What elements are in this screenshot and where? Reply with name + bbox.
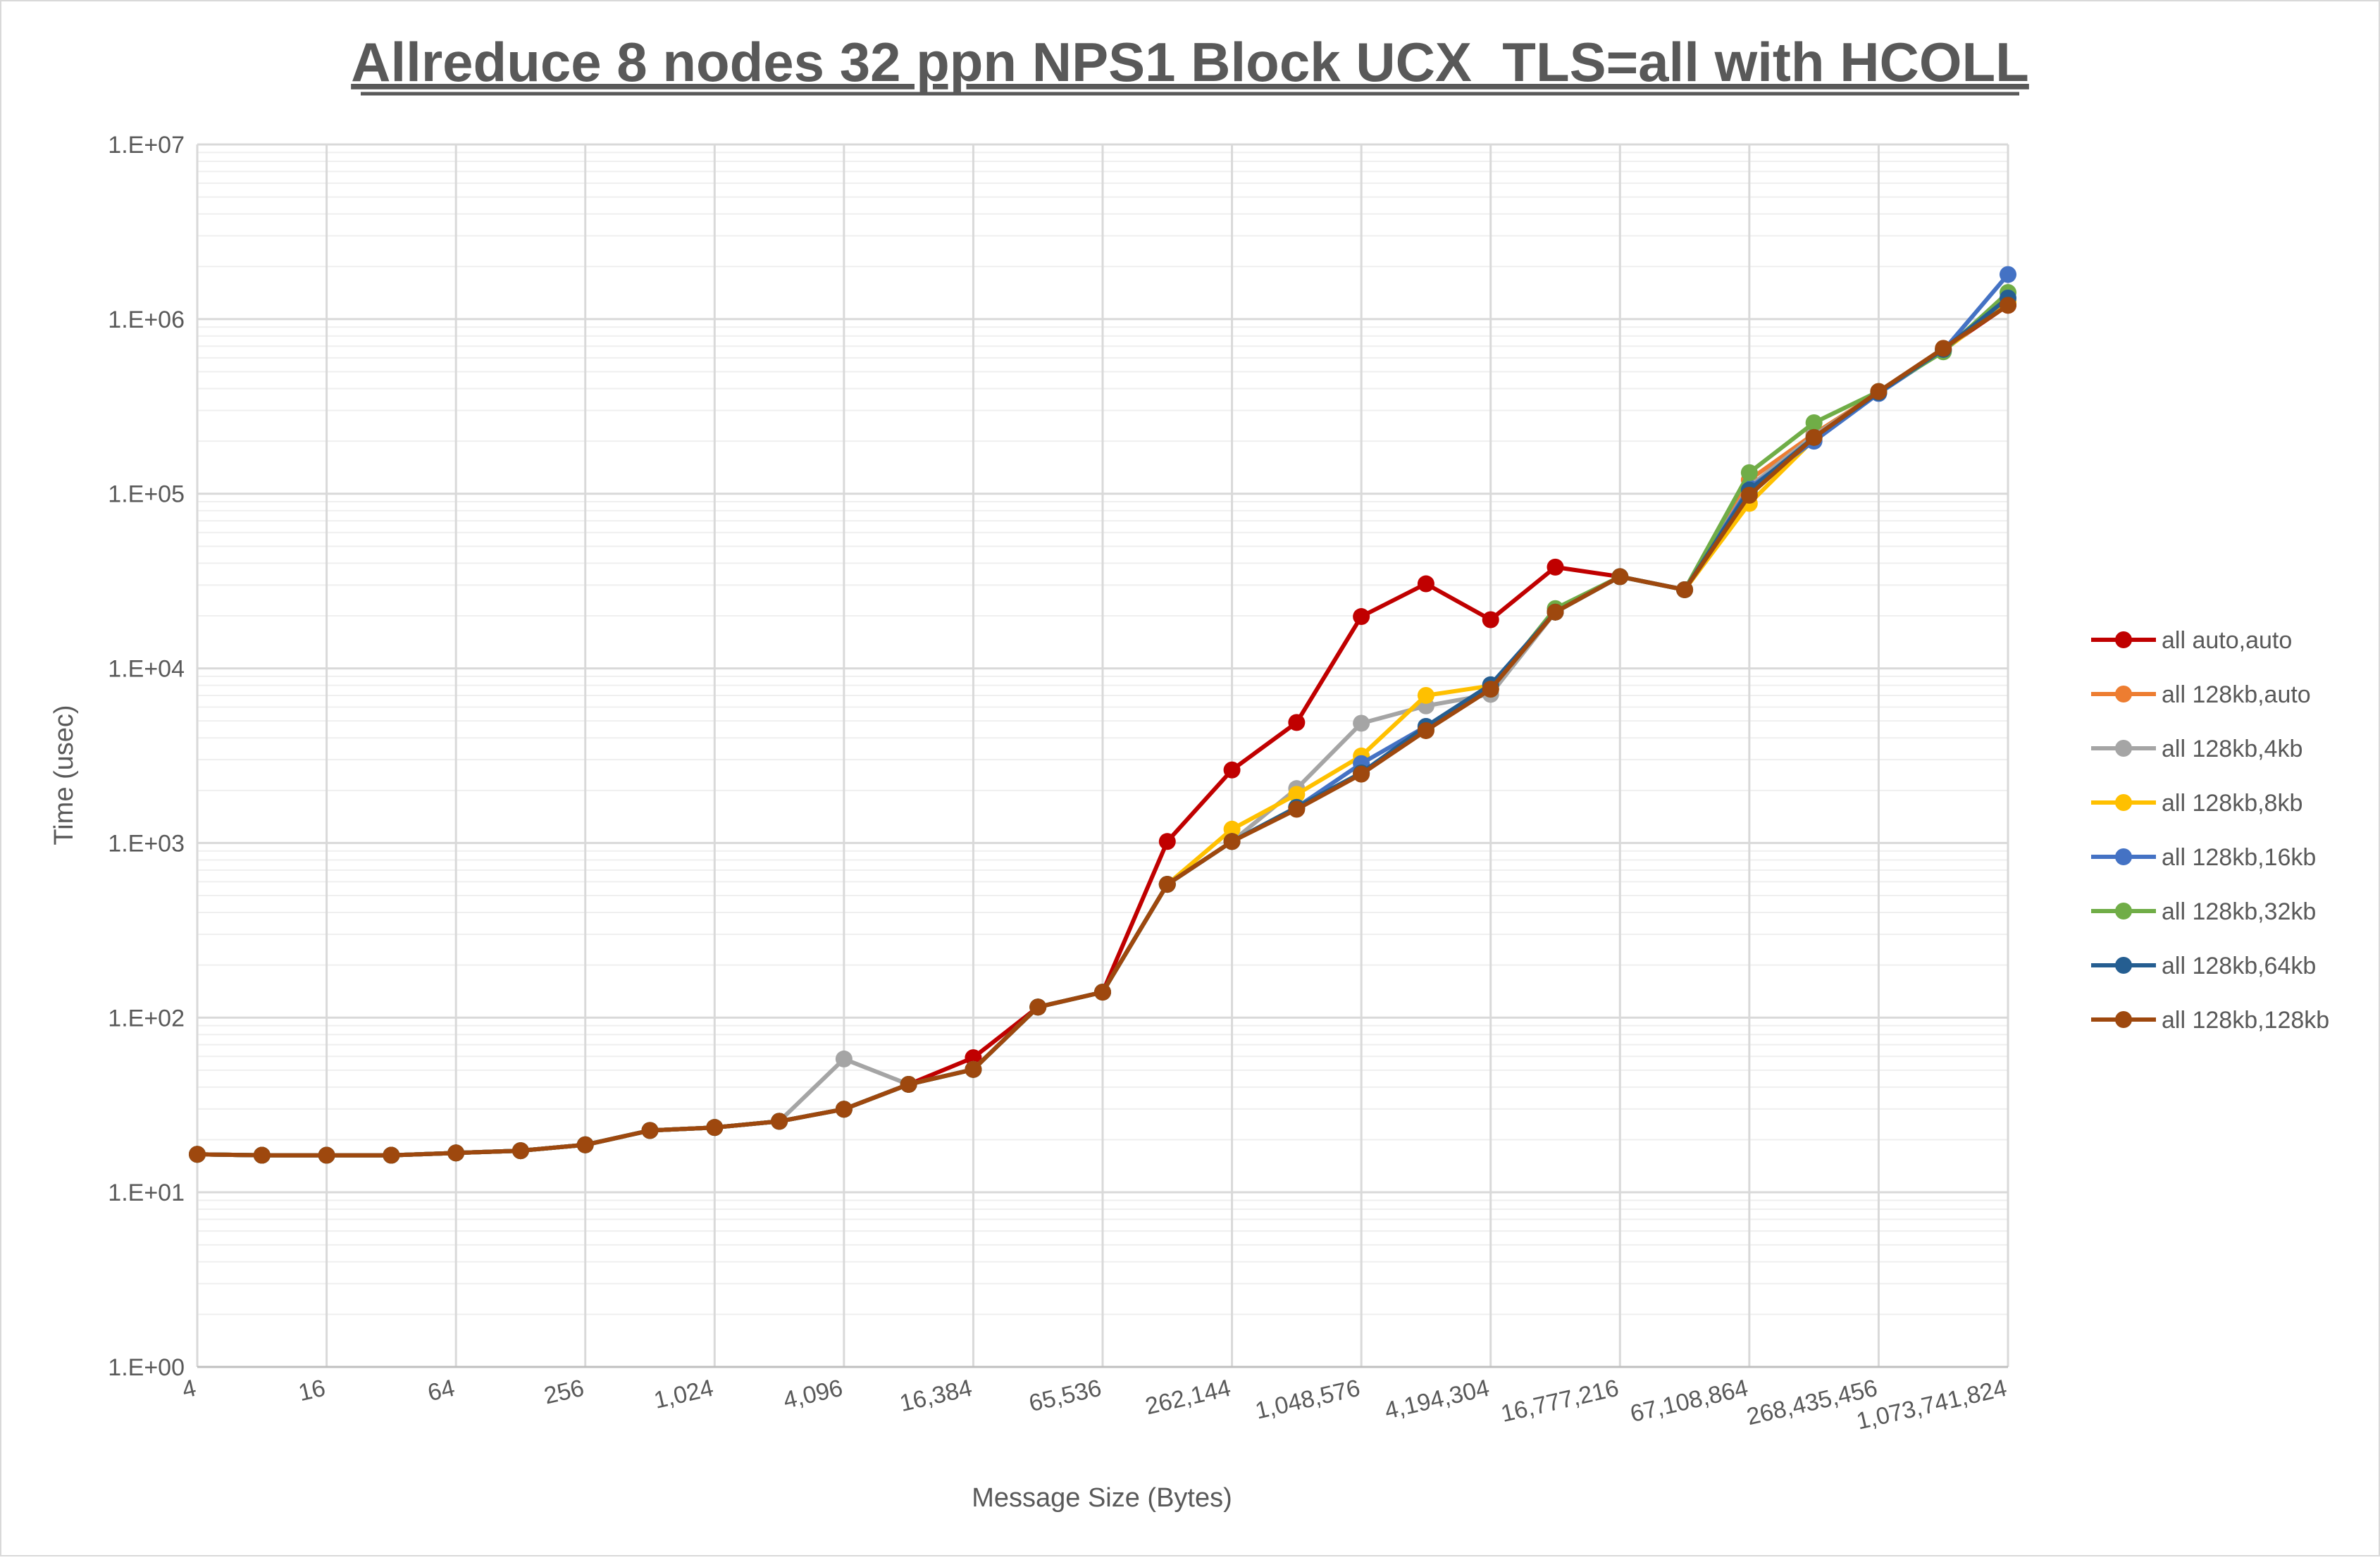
data-point	[2000, 297, 2016, 314]
data-point	[900, 1075, 917, 1093]
data-point	[1547, 603, 1564, 621]
data-point	[1223, 761, 1241, 779]
y-tick-label: 1.E+06	[108, 307, 185, 333]
data-point	[1676, 581, 1694, 598]
chart-title: Allreduce 8 nodes 32 ppn NPS1 Block UCX_…	[351, 31, 2029, 93]
y-tick-label: 1.E+04	[108, 656, 185, 683]
data-point	[318, 1146, 335, 1164]
data-point	[771, 1113, 788, 1130]
legend-label: all 128kb,64kb	[2162, 953, 2316, 979]
legend-marker	[2115, 957, 2132, 974]
major-gridlines	[196, 143, 2009, 1368]
data-point	[1482, 681, 1499, 698]
data-point	[1870, 383, 1888, 400]
y-tick-label: 1.E+07	[108, 132, 185, 159]
data-point	[1353, 714, 1370, 732]
data-point	[1029, 998, 1047, 1016]
data-point	[1417, 722, 1434, 739]
data-point	[2000, 266, 2016, 283]
data-point	[447, 1144, 465, 1162]
data-point	[965, 1060, 982, 1078]
x-tick-label: 16	[296, 1375, 328, 1407]
legend-marker	[2115, 794, 2132, 811]
data-point	[1353, 608, 1370, 626]
legend-marker	[2115, 1011, 2132, 1028]
data-point	[1482, 611, 1499, 629]
data-point	[1805, 428, 1823, 446]
data-point	[835, 1050, 853, 1067]
data-point	[253, 1146, 271, 1164]
data-point	[1611, 568, 1629, 586]
data-point	[383, 1146, 400, 1164]
data-point	[1740, 486, 1758, 504]
data-point	[1740, 464, 1758, 481]
y-axis-tick-labels: 1.E+00 1.E+01 1.E+02 1.E+03 1.E+04 1.E+05 1.E+…	[108, 132, 185, 1381]
series-layer	[189, 266, 2016, 1164]
data-point	[1805, 414, 1823, 431]
data-point	[1417, 686, 1434, 704]
y-tick-label: 1.E+03	[108, 830, 185, 857]
legend-label: all 128kb,16kb	[2162, 844, 2316, 871]
legend: all auto,auto all 128kb,auto all 128kb,4kb…	[2091, 627, 2329, 1034]
legend-marker	[2115, 686, 2132, 702]
data-point	[512, 1142, 529, 1160]
data-point	[641, 1122, 659, 1139]
legend-label: all 128kb,8kb	[2162, 790, 2302, 817]
legend-marker	[2115, 903, 2132, 920]
x-tick-label: 64	[426, 1375, 457, 1407]
y-tick-label: 1.E+02	[108, 1005, 185, 1032]
data-point	[1935, 340, 1952, 357]
series-8	[189, 297, 2016, 1164]
legend-label: all 128kb,32kb	[2162, 898, 2316, 925]
data-point	[1417, 575, 1434, 593]
y-tick-label: 1.E+05	[108, 481, 185, 508]
y-tick-label: 1.E+01	[108, 1180, 185, 1206]
data-point	[576, 1136, 594, 1153]
legend-marker	[2115, 631, 2132, 648]
x-axis-label: Message Size (Bytes)	[972, 1483, 1232, 1513]
data-point	[1158, 833, 1176, 850]
data-point	[189, 1146, 206, 1163]
legend-label: all 128kb,128kb	[2162, 1007, 2329, 1034]
data-point	[1158, 876, 1176, 893]
legend-marker	[2115, 740, 2132, 757]
legend-marker	[2115, 848, 2132, 865]
data-point	[1353, 765, 1370, 783]
data-point	[835, 1101, 853, 1118]
legend-label: all 128kb,auto	[2162, 681, 2311, 708]
y-axis-label: Time (usec)	[49, 705, 79, 845]
data-point	[706, 1119, 724, 1137]
data-point	[1223, 820, 1241, 838]
data-point	[1223, 833, 1241, 850]
data-point	[965, 1049, 982, 1067]
data-point	[1288, 786, 1306, 803]
data-point	[1288, 800, 1306, 818]
data-point	[1547, 558, 1564, 576]
data-point	[1094, 984, 1111, 1001]
data-point	[1288, 714, 1306, 731]
legend-label: all auto,auto	[2162, 627, 2292, 654]
y-tick-label: 1.E+00	[108, 1354, 185, 1381]
legend-label: all 128kb,4kb	[2162, 736, 2302, 762]
